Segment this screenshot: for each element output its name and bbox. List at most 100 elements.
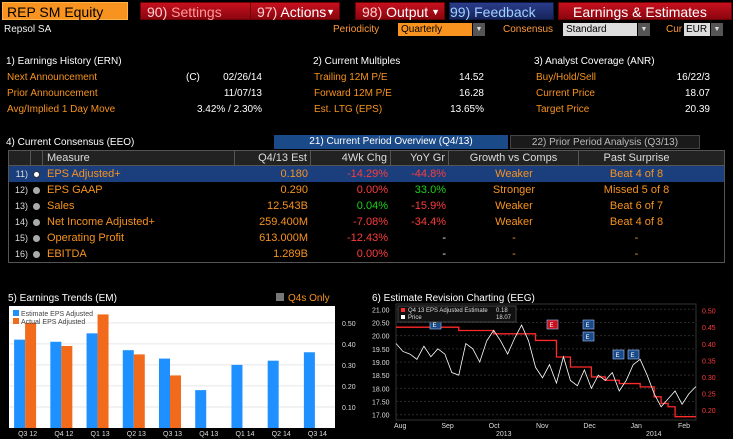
- legend-entry: Q4 13 EPS Adjusted Estimate: [408, 308, 488, 314]
- left-y-tick-label: 20.50: [372, 320, 390, 327]
- earnings-marker-icon: [546, 319, 559, 330]
- est-cell: 0.180: [280, 168, 308, 180]
- bar-actual: [61, 345, 73, 428]
- earnings-trends-chart[interactable]: 5) Earnings Trends (EM) Q4s Only 0.10 0.20 0…: [8, 292, 363, 438]
- tab-prior-period-analysis[interactable]: 22) Prior Period Analysis (Q3/13): [510, 135, 700, 149]
- bar-actual: [170, 375, 181, 428]
- left-y-tick-label: 21.00: [372, 307, 390, 314]
- chevron-down-icon[interactable]: ▼: [473, 23, 485, 36]
- bar-actual: [97, 314, 109, 428]
- col-header-est[interactable]: Q4/13 Est: [235, 151, 311, 165]
- right-y-tick-label: 0.50: [702, 309, 716, 316]
- row-number: 11): [15, 169, 28, 179]
- legend-swatch: [13, 318, 19, 324]
- y-tick-label: 0.40: [342, 342, 356, 349]
- prior-announcement-label: Prior Announcement: [7, 88, 98, 99]
- earnings-marker-icon: [627, 349, 640, 360]
- legend-box: [397, 305, 517, 323]
- earnings-history-title[interactable]: 1) Earnings History (ERN): [6, 56, 122, 67]
- table-row[interactable]: 16) EBITDA 1.289B 0.00% - - -: [9, 246, 724, 262]
- col-header-4wk-chg[interactable]: 4Wk Chg: [311, 151, 391, 165]
- settings-num: 90): [147, 4, 168, 20]
- x-tick-label: Oct: [489, 423, 500, 430]
- col-header-yoy-gr[interactable]: YoY Gr: [391, 151, 449, 165]
- earnings-trends-panel: 5) Earnings Trends (EM) Q4s Only 0.10 0.20 0…: [8, 292, 363, 438]
- consensus-select[interactable]: Standard: [563, 23, 637, 36]
- table-row[interactable]: 15) Operating Profit 613.000M -12.43% - - -: [9, 230, 724, 246]
- radio-button[interactable]: [31, 230, 43, 246]
- radio-dot-icon: [33, 251, 40, 258]
- past-surprise-cell: Beat 6 of 7: [609, 200, 664, 212]
- actions-label: Actions: [280, 4, 327, 20]
- est-ltg-label: Est. LTG (EPS): [314, 104, 383, 115]
- col-header-past-surprise[interactable]: Past Surprise: [603, 152, 670, 164]
- currency-select[interactable]: EUR: [684, 23, 710, 36]
- table-row[interactable]: 13) Sales 12.543B 0.04% -15.9% Weaker Beat 6 o…: [9, 198, 724, 214]
- tab-current-period-overview[interactable]: 21) Current Period Overview (Q4/13): [274, 135, 508, 149]
- est-cell: 1.289B: [273, 248, 308, 260]
- x-tick-label: Q4 12: [54, 431, 73, 438]
- bar-estimate: [195, 390, 207, 428]
- measure-cell: EPS GAAP: [47, 184, 103, 196]
- current-consensus-title[interactable]: 4) Current Consensus (EEO): [6, 137, 135, 148]
- radio-button[interactable]: [31, 246, 43, 262]
- table-row[interactable]: 11) EPS Adjusted+ 0.180 -14.29% -44.8% Weaker…: [9, 166, 724, 182]
- radio-button[interactable]: [31, 182, 43, 198]
- analyst-coverage-title[interactable]: 3) Analyst Coverage (ANR): [534, 56, 655, 67]
- radio-button[interactable]: [31, 166, 43, 182]
- trailing-pe-value: 14.52: [458, 72, 484, 83]
- radio-dot-icon: [33, 235, 40, 242]
- chevron-down-icon[interactable]: ▼: [638, 23, 650, 36]
- chevron-down-icon[interactable]: ▼: [711, 23, 723, 36]
- col-header-measure[interactable]: Measure: [43, 151, 235, 165]
- actions-button[interactable]: 97) Actions ▼: [250, 2, 340, 20]
- growth-comps-cell: Weaker: [495, 168, 533, 180]
- earnings-marker-label: E: [616, 353, 620, 359]
- yoy-cell: -44.8%: [411, 168, 446, 180]
- chg-cell: 0.04%: [356, 200, 388, 212]
- target-price-label: Target Price: [536, 104, 590, 115]
- legend-entry: Actual EPS Adjusted: [21, 319, 85, 326]
- col-header-growth-vs-comps[interactable]: Growth vs Comps: [449, 151, 579, 165]
- forward-pe-value: 16.28: [458, 88, 484, 99]
- right-y-tick-label: 0.40: [702, 342, 716, 349]
- estimate-revision-chart[interactable]: 6) Estimate Revision Charting (EEG) 17.00…: [372, 292, 729, 438]
- feedback-num: 99): [450, 4, 471, 20]
- buy-hold-sell-label: Buy/Hold/Sell: [536, 72, 597, 83]
- radio-dot-icon: [33, 219, 40, 226]
- table-row[interactable]: 12) EPS GAAP 0.290 0.00% 33.0% Stronger Missed…: [9, 182, 724, 198]
- periodicity-select[interactable]: Quarterly: [398, 23, 472, 36]
- q4s-only-checkbox: [276, 293, 284, 301]
- past-surprise-cell: Beat 4 of 8: [609, 168, 664, 180]
- left-y-tick-label: 18.00: [372, 386, 390, 393]
- radio-button[interactable]: [31, 198, 43, 214]
- est-cell: 0.290: [280, 184, 308, 196]
- output-button[interactable]: 98) Output ▼: [355, 2, 445, 20]
- x-tick-label: Q3 12: [18, 431, 37, 438]
- chevron-down-icon: ▼: [326, 7, 335, 17]
- settings-button[interactable]: 90) Settings: [140, 2, 254, 20]
- feedback-label: Feedback: [474, 4, 536, 20]
- row-number: 16): [14, 249, 28, 259]
- legend-swatch: [13, 310, 19, 316]
- row-number: 13): [14, 201, 28, 211]
- yoy-cell: -: [442, 232, 446, 244]
- bar-actual: [133, 354, 145, 428]
- radio-button[interactable]: [31, 214, 43, 230]
- earnings-marker-label: E: [631, 353, 635, 359]
- chg-cell: -7.08%: [353, 216, 388, 228]
- table-row[interactable]: 14) Net Income Adjusted+ 259.400M -7.08% -34…: [9, 214, 724, 230]
- right-y-tick-label: 0.20: [702, 408, 716, 415]
- x-tick-label: Jan: [631, 423, 642, 430]
- right-y-tick-label: 0.25: [702, 391, 716, 398]
- bar-estimate: [231, 364, 243, 428]
- measure-cell: Net Income Adjusted+: [47, 216, 155, 228]
- bar-estimate: [267, 360, 279, 428]
- ticker-field[interactable]: REP SM Equity: [2, 2, 128, 20]
- feedback-button[interactable]: 99) Feedback: [449, 2, 554, 20]
- growth-comps-cell: Weaker: [495, 216, 533, 228]
- bar-estimate: [50, 341, 62, 428]
- bar-estimate: [14, 339, 26, 428]
- radio-dot-icon: [33, 203, 40, 210]
- y-tick-label: 0.20: [342, 384, 356, 391]
